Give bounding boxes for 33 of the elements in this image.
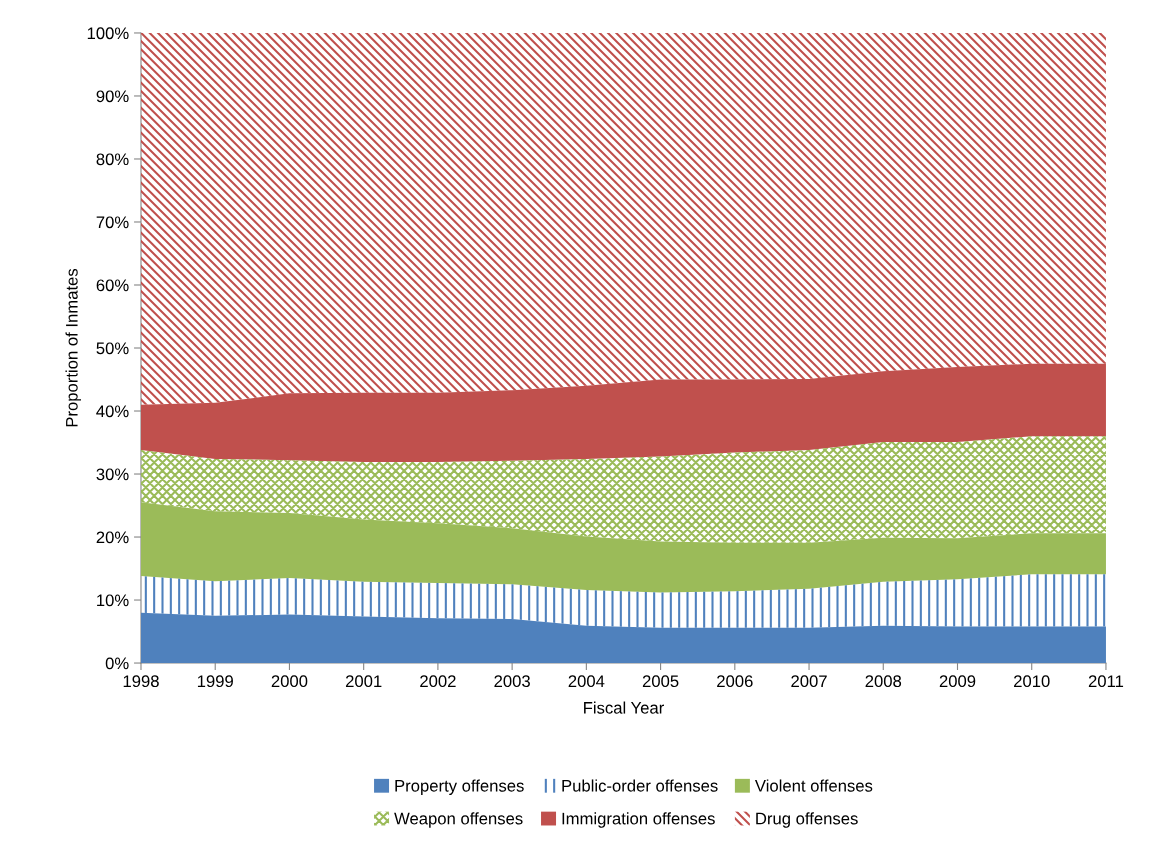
y-tick-label: 20% — [96, 531, 129, 544]
y-tick-label: 100% — [87, 27, 129, 40]
y-tick-label: 60% — [96, 279, 129, 292]
legend-label: Drug offenses — [756, 812, 858, 828]
y-tick-label: 0% — [105, 657, 129, 670]
x-tick-label: 2003 — [494, 675, 530, 688]
legend-label: Public-order offenses — [562, 779, 718, 792]
x-tick-label: 2001 — [345, 675, 382, 688]
y-tick-label: 80% — [96, 153, 129, 166]
x-tick-label: 2008 — [865, 675, 902, 688]
x-tick-label: 1998 — [123, 675, 159, 688]
y-tick-label: 40% — [96, 405, 129, 418]
y-tick-label: 70% — [96, 216, 129, 229]
x-tick-label: 2004 — [568, 675, 605, 688]
x-tick-label: 2010 — [1014, 675, 1050, 688]
legend-label: Property offenses — [395, 779, 524, 795]
x-tick-label: 2002 — [420, 675, 456, 688]
x-tick-label: 2005 — [642, 675, 679, 688]
x-tick-label: 2006 — [717, 675, 753, 688]
x-tick-label: 2011 — [1088, 675, 1124, 688]
legend-label: Violent offenses — [754, 779, 873, 792]
x-tick-label: 2009 — [939, 675, 976, 688]
x-tick-label: 1999 — [197, 675, 233, 688]
y-tick-label: 10% — [97, 594, 129, 607]
x-axis-title: Fiscal Year — [584, 701, 664, 714]
x-tick-label: 2007 — [791, 675, 827, 688]
y-tick-label: 30% — [96, 468, 129, 481]
legend-label: Weapon offenses — [394, 812, 523, 828]
y-tick-label: 50% — [96, 342, 129, 355]
x-tick-label: 2000 — [271, 675, 308, 688]
y-axis-title: Proportion of Inmates — [65, 268, 81, 427]
legend-label: Immigration offenses — [562, 812, 715, 828]
y-tick-label: 90% — [96, 90, 129, 103]
